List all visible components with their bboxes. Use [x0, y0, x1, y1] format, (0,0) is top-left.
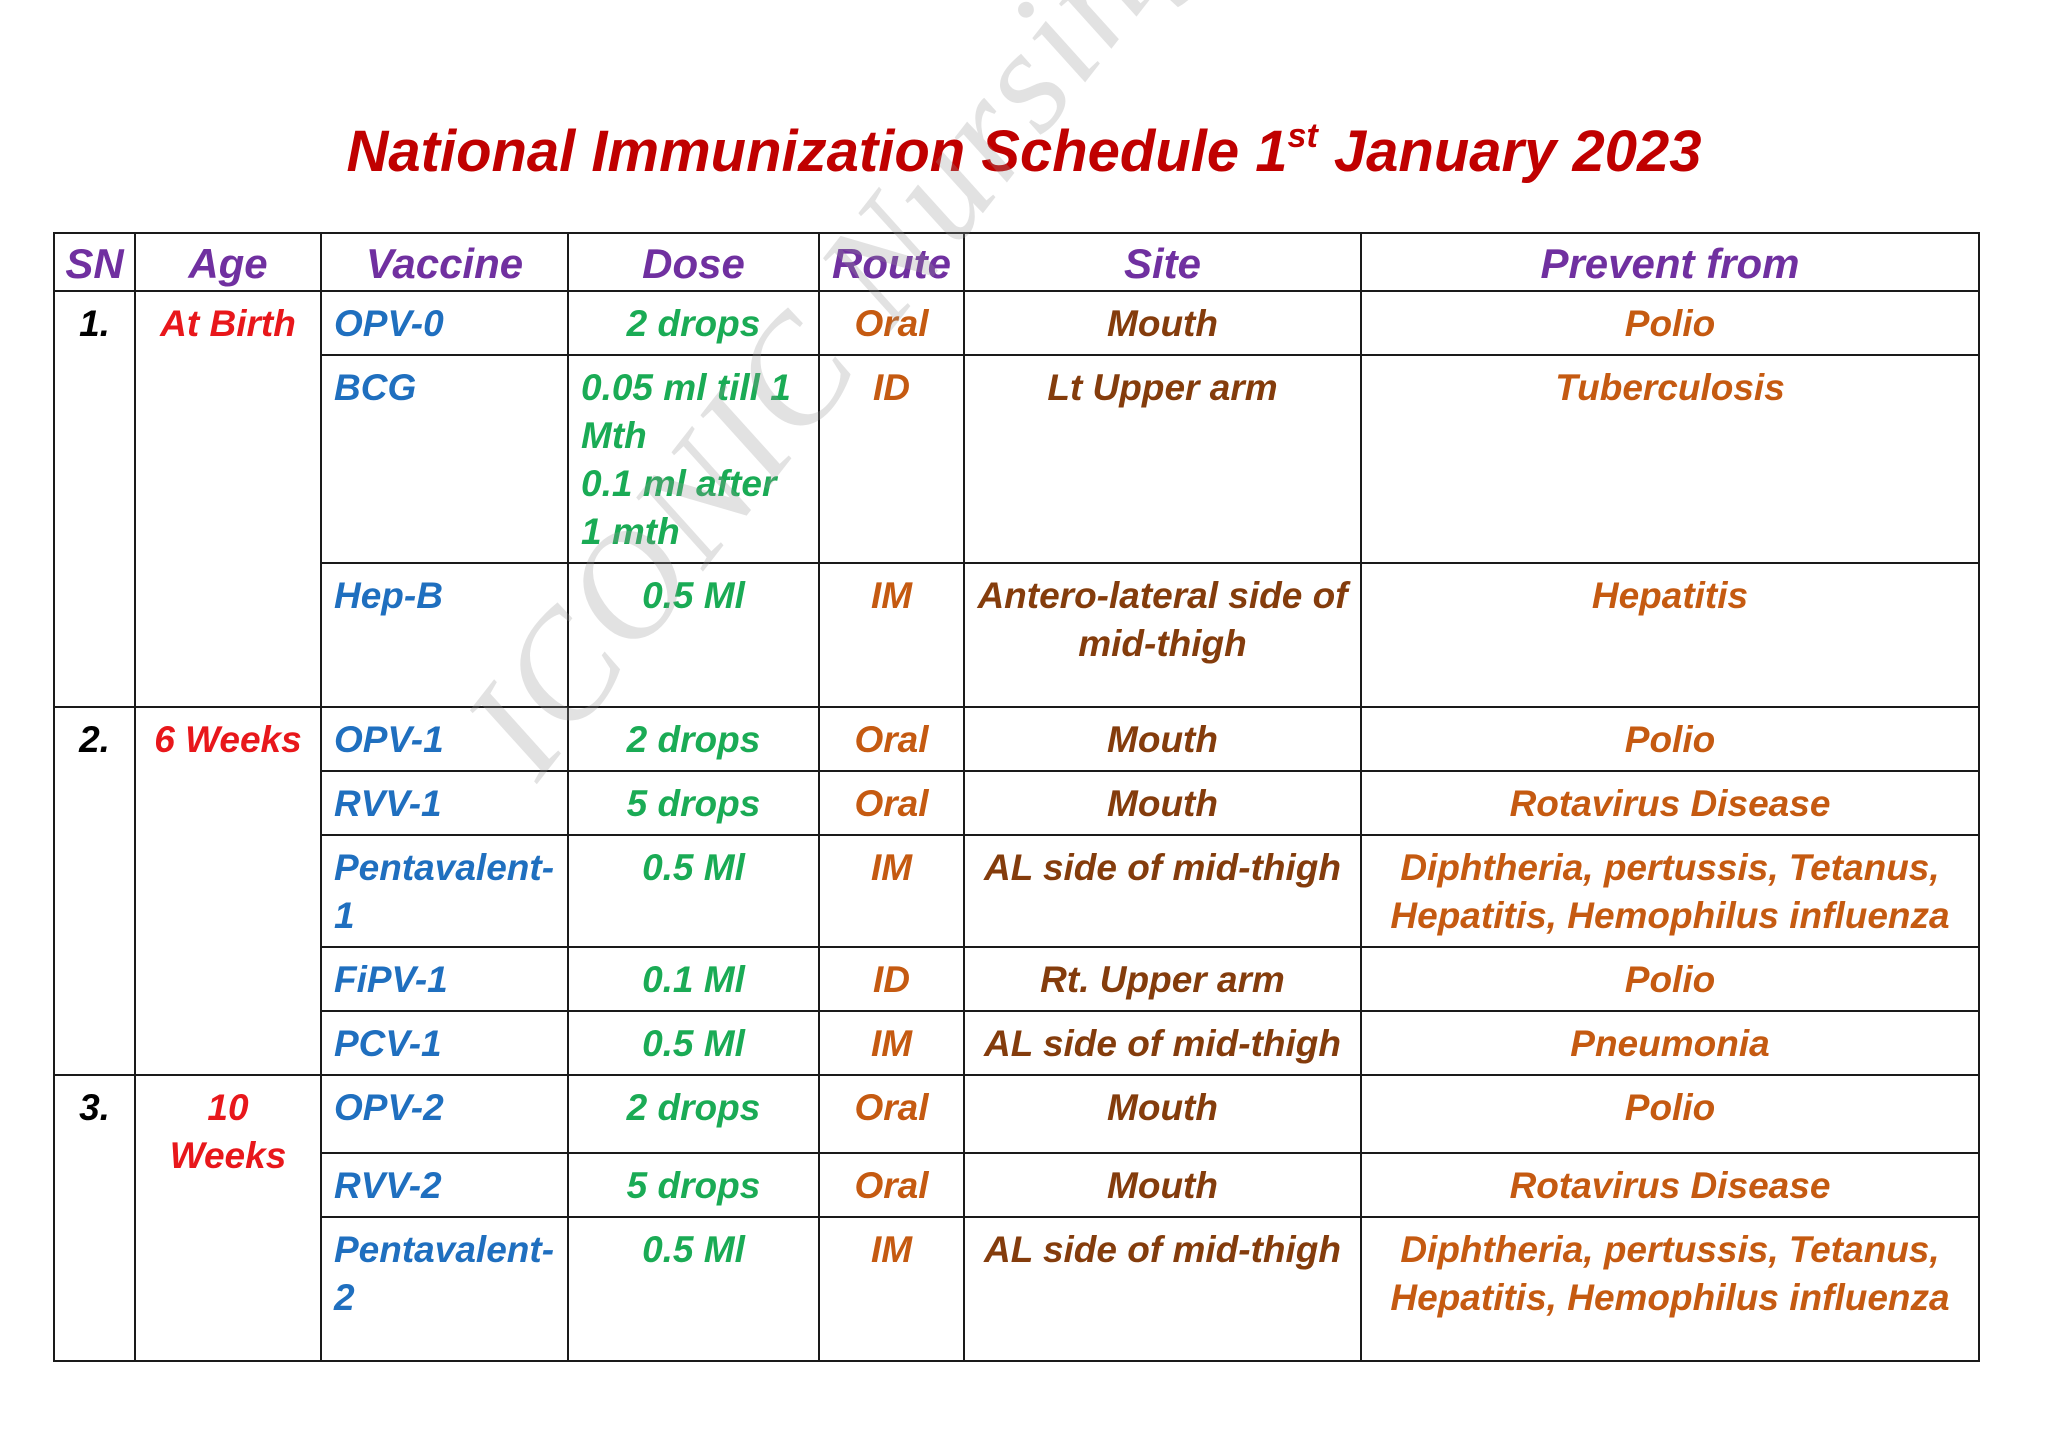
vaccine-cell: BCG	[320, 354, 569, 564]
prevent-from-cell: Pneumonia	[1360, 1010, 1980, 1076]
site-cell: Mouth	[963, 290, 1362, 356]
dose-cell: 0.1 Ml	[567, 946, 820, 1012]
page-title: National Immunization Schedule 1st Janua…	[0, 116, 2048, 185]
immunization-schedule-table: SN Age Vaccine Dose Route Site Prevent f…	[53, 232, 1980, 1362]
route-cell: IM	[818, 1010, 965, 1076]
table-row: Pentavalent-1 0.5 Ml IM AL side of mid-thig…	[54, 834, 1980, 948]
column-header-route: Route	[818, 232, 965, 292]
prevent-from-cell: Rotavirus Disease	[1360, 770, 1980, 836]
prevent-from-cell: Polio	[1360, 290, 1980, 356]
dose-cell: 2 drops	[567, 290, 820, 356]
dose-cell: 0.5 Ml	[567, 562, 820, 708]
vaccine-cell: FiPV-1	[320, 946, 569, 1012]
route-cell: ID	[818, 354, 965, 564]
title-main: National Immunization Schedule 1	[346, 119, 1288, 184]
serial-number: 3.	[53, 1074, 136, 1362]
route-cell: Oral	[818, 1074, 965, 1154]
prevent-from-cell: Hepatitis	[1360, 562, 1980, 708]
vaccine-cell: OPV-1	[320, 706, 569, 772]
prevent-from-cell: Polio	[1360, 1074, 1980, 1154]
dose-cell: 0.5 Ml	[567, 834, 820, 948]
header-row: SN Age Vaccine Dose Route Site Prevent f…	[53, 232, 1980, 292]
prevent-from-cell: Polio	[1360, 706, 1980, 772]
vaccine-cell: RVV-2	[320, 1152, 569, 1218]
column-header-dose: Dose	[567, 232, 820, 292]
prevent-from-cell: Diphtheria, pertussis, Tetanus, Hepatiti…	[1360, 834, 1980, 948]
route-cell: Oral	[818, 706, 965, 772]
vaccine-cell: PCV-1	[320, 1010, 569, 1076]
table-row: PCV-1 0.5 Ml IM AL side of mid-thigh Pneumon…	[54, 1010, 1980, 1076]
table-row: 1. At Birth OPV-0 2 drops Oral Mouth Polio	[53, 290, 1980, 708]
site-cell: AL side of mid-thigh	[963, 1216, 1362, 1362]
prevent-from-cell: Tuberculosis	[1360, 354, 1980, 564]
serial-number: 1.	[53, 290, 136, 708]
route-cell: IM	[818, 562, 965, 708]
prevent-from-cell: Rotavirus Disease	[1360, 1152, 1980, 1218]
dose-cell: 0.5 Ml	[567, 1010, 820, 1076]
column-header-age: Age	[134, 232, 322, 292]
prevent-from-cell: Polio	[1360, 946, 1980, 1012]
site-cell: Mouth	[963, 1074, 1362, 1154]
table-row: BCG 0.05 ml till 1 Mth 0.1 ml after 1 mth…	[54, 354, 1980, 564]
site-cell: AL side of mid-thigh	[963, 834, 1362, 948]
title-tail: January 2023	[1317, 119, 1702, 184]
site-cell: Mouth	[963, 706, 1362, 772]
table-row: RVV-2 5 drops Oral Mouth Rotavirus Disease	[54, 1152, 1980, 1218]
dose-cell: 0.5 Ml	[567, 1216, 820, 1362]
site-cell: Rt. Upper arm	[963, 946, 1362, 1012]
prevent-from-cell: Diphtheria, pertussis, Tetanus, Hepatiti…	[1360, 1216, 1980, 1362]
dose-cell: 5 drops	[567, 770, 820, 836]
table-row: Pentavalent-2 0.5 Ml IM AL side of mid-thig…	[54, 1216, 1980, 1362]
dose-cell: 0.05 ml till 1 Mth 0.1 ml after 1 mth	[567, 354, 820, 564]
vaccine-cell: RVV-1	[320, 770, 569, 836]
route-cell: Oral	[818, 290, 965, 356]
vaccine-cell: OPV-2	[320, 1074, 569, 1154]
table-row: 3. 10 Weeks OPV-2 2 drops Oral Mouth Polio	[53, 1074, 1980, 1362]
column-header-vaccine: Vaccine	[320, 232, 569, 292]
site-cell: Mouth	[963, 770, 1362, 836]
vaccine-cell: Pentavalent-2	[320, 1216, 569, 1362]
dose-cell: 2 drops	[567, 706, 820, 772]
route-cell: IM	[818, 834, 965, 948]
vaccine-cell: Pentavalent-1	[320, 834, 569, 948]
route-cell: IM	[818, 1216, 965, 1362]
route-cell: ID	[818, 946, 965, 1012]
site-cell: Antero-lateral side of mid-thigh	[963, 562, 1362, 708]
column-header-prevent: Prevent from	[1360, 232, 1980, 292]
title-superscript: st	[1287, 116, 1318, 155]
dose-cell: 5 drops	[567, 1152, 820, 1218]
age-cell: At Birth	[134, 290, 322, 708]
table-row: Hep-B 0.5 Ml IM Antero-lateral side of mid-…	[54, 562, 1980, 708]
vaccine-cell: Hep-B	[320, 562, 569, 708]
route-cell: Oral	[818, 1152, 965, 1218]
serial-number: 2.	[53, 706, 136, 1076]
dose-cell: 2 drops	[567, 1074, 820, 1154]
column-header-site: Site	[963, 232, 1362, 292]
vaccine-cell: OPV-0	[320, 290, 569, 356]
age-cell: 6 Weeks	[134, 706, 322, 1076]
schedule-body: 1. At Birth OPV-0 2 drops Oral Mouth Polio BCG 0…	[53, 290, 1980, 1362]
column-header-sn: SN	[53, 232, 136, 292]
site-cell: Mouth	[963, 1152, 1362, 1218]
table-row: FiPV-1 0.1 Ml ID Rt. Upper arm Polio	[54, 946, 1980, 1012]
table-row: 2. 6 Weeks OPV-1 2 drops Oral Mouth Polio	[53, 706, 1980, 1076]
age-cell: 10 Weeks	[134, 1074, 322, 1362]
route-cell: Oral	[818, 770, 965, 836]
table-row: RVV-1 5 drops Oral Mouth Rotavirus Disease	[54, 770, 1980, 836]
site-cell: Lt Upper arm	[963, 354, 1362, 564]
site-cell: AL side of mid-thigh	[963, 1010, 1362, 1076]
